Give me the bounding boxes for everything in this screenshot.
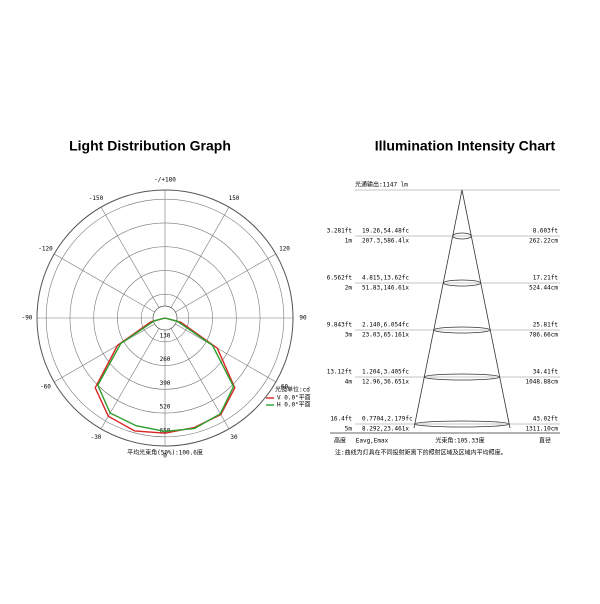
footnote: 平均光束角(50%):100.6度: [127, 449, 203, 457]
intensity-curve: [94, 317, 236, 434]
height-ft: 16.4ft: [330, 416, 352, 423]
chart-title: Light Distribution Graph: [69, 138, 231, 154]
grid-spoke: [170, 206, 230, 308]
height-m: 5m: [345, 426, 353, 433]
grid-spoke: [53, 323, 155, 383]
angle-tick-label: 120: [279, 246, 290, 253]
illum-lx: 51.83,146.61x: [362, 285, 409, 292]
illum-fc: 0.7704,2.179fc: [362, 416, 413, 423]
illum-fc: 19.26,54.48fc: [362, 228, 409, 235]
illum-fc: 2.140,6.054fc: [362, 322, 409, 329]
dia-cm: 524.44cm: [529, 285, 558, 292]
illum-fc: 1.204,3.405fc: [362, 369, 409, 376]
dia-ft: 25.81ft: [533, 322, 559, 329]
beam-ellipse: [423, 373, 501, 381]
illum-lx: 207.3,586.4lx: [362, 238, 409, 245]
grid-spoke: [175, 323, 277, 383]
angle-tick-label: -/+180: [154, 177, 176, 184]
height-m: 3m: [345, 332, 353, 339]
dia-cm: 1048.88cm: [525, 379, 558, 386]
height-ft: 9.843ft: [327, 322, 353, 329]
illum-fc: 4.815,13.62fc: [362, 275, 409, 282]
illum-lx: 23.03,65.161x: [362, 332, 409, 339]
angle-tick-label: 60: [281, 384, 289, 391]
height-ft: 3.281ft: [327, 228, 353, 235]
flux: 光通输出:1147 lm: [355, 181, 408, 189]
angle-tick-label: 150: [229, 195, 240, 202]
chart-title: Illumination Intensity Chart: [375, 138, 556, 154]
angle-tick-label: 30: [230, 434, 238, 441]
beam-ellipse: [414, 420, 510, 428]
angle-tick-label: -60: [40, 384, 51, 391]
footer-label: 直径: [539, 437, 551, 445]
footer-label: 光束角:105.33度: [435, 437, 484, 445]
legend-label: H 0.0°平面: [277, 402, 311, 409]
footer-label: Eavg,Emax: [356, 438, 389, 445]
illum-lx: 8.292,23.461x: [362, 426, 409, 433]
angle-tick-label: 0: [163, 453, 167, 460]
dia-cm: 262.22cm: [529, 238, 558, 245]
angle-tick-label: -120: [38, 246, 53, 253]
dia-cm: 1311.10cm: [525, 426, 558, 433]
dia-ft: 43.02ft: [533, 416, 559, 423]
height-m: 1m: [345, 238, 353, 245]
dia-ft: 8.603ft: [533, 228, 559, 235]
intensity-curve: [97, 317, 235, 433]
angle-tick-label: -150: [89, 195, 104, 202]
grid-spoke: [100, 328, 160, 430]
height-m: 2m: [345, 285, 353, 292]
angle-tick-label: 90: [299, 315, 307, 322]
illum-lx: 12.96,36.651x: [362, 379, 409, 386]
grid-spoke: [170, 328, 230, 430]
grid-spoke: [175, 253, 277, 313]
dia-cm: 786.66cm: [529, 332, 558, 339]
grid-spoke: [53, 253, 155, 313]
height-ft: 6.562ft: [327, 275, 353, 282]
angle-tick-label: -90: [22, 315, 33, 322]
footer-label: 高度: [334, 437, 346, 445]
cone-edge: [461, 189, 511, 429]
height-ft: 13.12ft: [327, 369, 353, 376]
cone-edge: [413, 189, 463, 429]
note: 注:曲线为灯具在不同投射距离下的照射区域及区域内平均照度。: [335, 449, 507, 457]
grid-spoke: [100, 206, 160, 308]
beam-ellipse: [452, 232, 472, 240]
height-m: 4m: [345, 379, 353, 386]
beam-ellipse: [442, 279, 482, 287]
beam-ellipse: [433, 326, 491, 334]
dia-ft: 34.41ft: [533, 369, 559, 376]
legend-title: 光强单位:cd: [275, 386, 310, 394]
angle-tick-label: -30: [91, 434, 102, 441]
dia-ft: 17.21ft: [533, 275, 559, 282]
legend-label: V 0.0°平面: [277, 395, 311, 402]
